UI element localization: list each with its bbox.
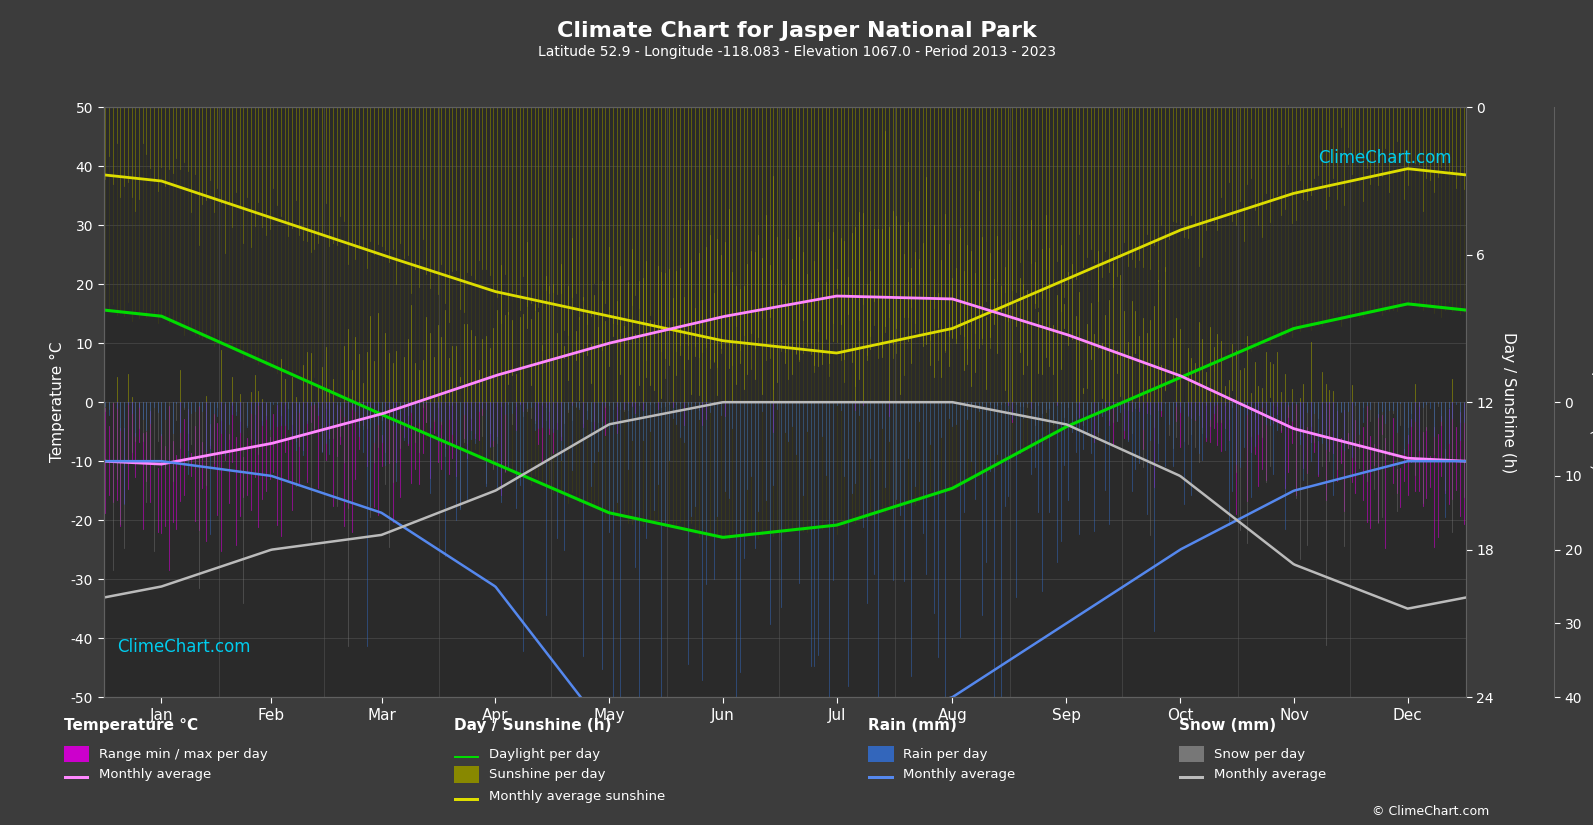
Y-axis label: Temperature °C: Temperature °C bbox=[49, 342, 65, 463]
Text: Range min / max per day: Range min / max per day bbox=[99, 747, 268, 761]
Text: Monthly average: Monthly average bbox=[903, 768, 1015, 781]
Text: Latitude 52.9 - Longitude -118.083 - Elevation 1067.0 - Period 2013 - 2023: Latitude 52.9 - Longitude -118.083 - Ele… bbox=[537, 45, 1056, 59]
Text: Day / Sunshine (h): Day / Sunshine (h) bbox=[454, 718, 612, 733]
Text: Snow per day: Snow per day bbox=[1214, 747, 1305, 761]
Text: © ClimeChart.com: © ClimeChart.com bbox=[1372, 805, 1489, 818]
Text: Snow (mm): Snow (mm) bbox=[1179, 718, 1276, 733]
Y-axis label: Day / Sunshine (h): Day / Sunshine (h) bbox=[1501, 332, 1517, 473]
Text: Climate Chart for Jasper National Park: Climate Chart for Jasper National Park bbox=[556, 21, 1037, 40]
Text: Sunshine per day: Sunshine per day bbox=[489, 768, 605, 781]
Text: Monthly average sunshine: Monthly average sunshine bbox=[489, 790, 666, 804]
Text: Rain (mm): Rain (mm) bbox=[868, 718, 957, 733]
Text: Monthly average: Monthly average bbox=[1214, 768, 1325, 781]
Y-axis label: Rain / Snow (mm): Rain / Snow (mm) bbox=[1590, 334, 1593, 470]
Text: Rain per day: Rain per day bbox=[903, 747, 988, 761]
Text: Daylight per day: Daylight per day bbox=[489, 747, 601, 761]
Text: ClimeChart.com: ClimeChart.com bbox=[118, 638, 250, 656]
Text: Temperature °C: Temperature °C bbox=[64, 718, 198, 733]
Text: Monthly average: Monthly average bbox=[99, 768, 210, 781]
Text: ClimeChart.com: ClimeChart.com bbox=[1319, 148, 1451, 167]
